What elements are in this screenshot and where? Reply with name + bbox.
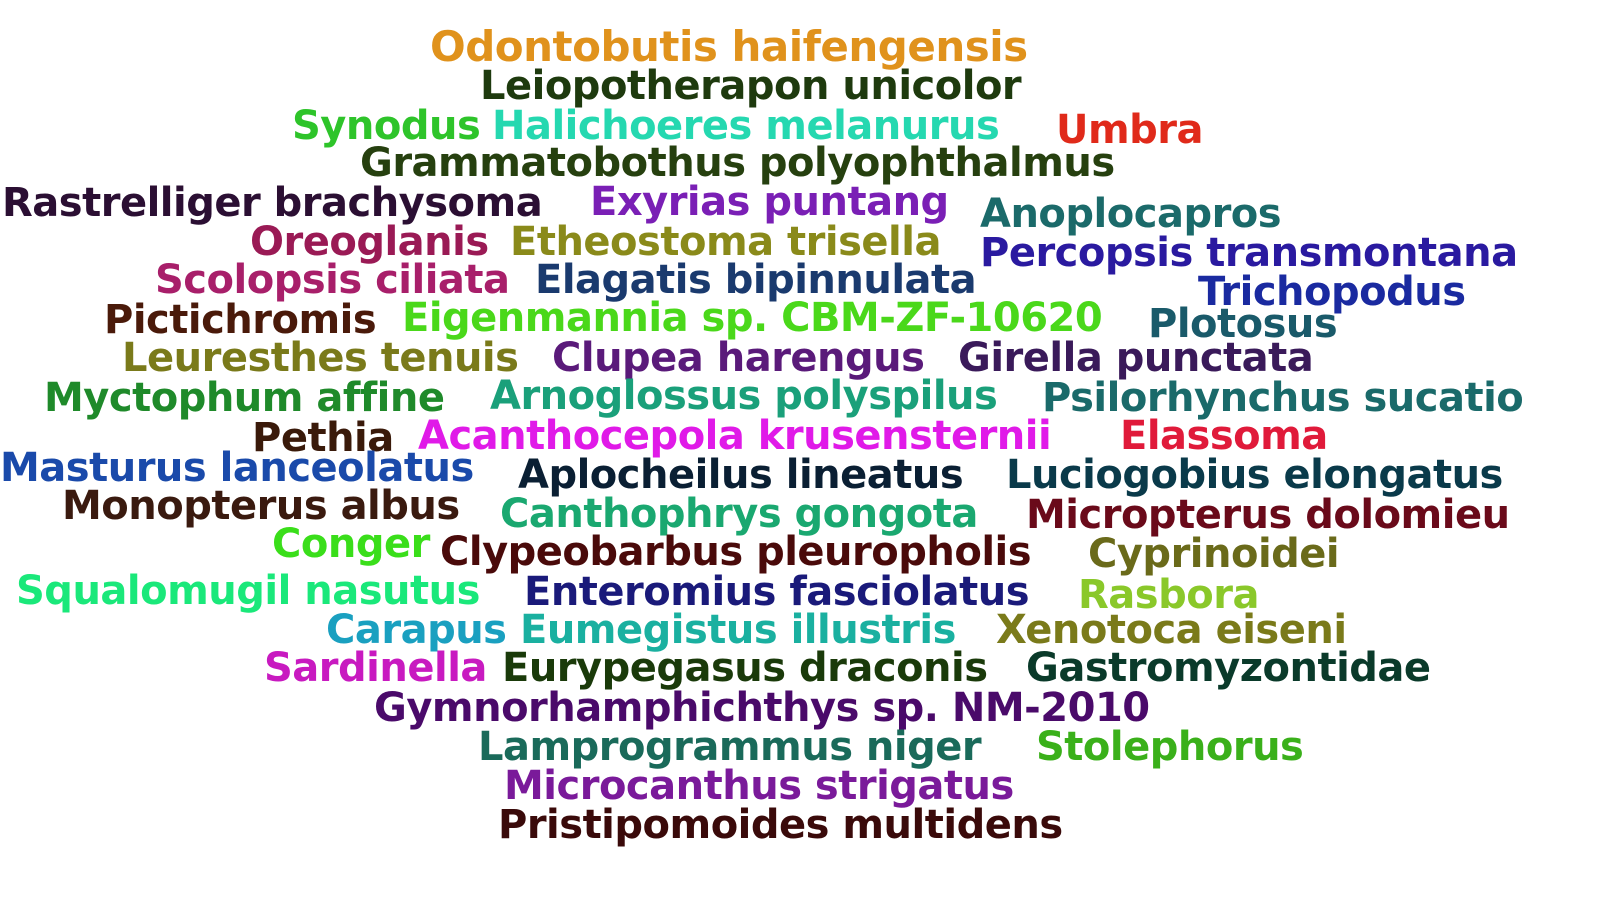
- word: Odontobutis haifengensis: [430, 22, 1028, 71]
- word: Microcanthus strigatus: [504, 763, 1014, 809]
- word: Arnoglossus polyspilus: [490, 373, 998, 419]
- word: Psilorhynchus sucatio: [1042, 375, 1524, 421]
- word: Xenotoca eiseni: [996, 607, 1347, 653]
- word: Aplocheilus lineatus: [518, 452, 964, 498]
- word: Pictichromis: [104, 297, 377, 343]
- word: Stolephorus: [1036, 724, 1304, 770]
- word: Clypeobarbus pleuropholis: [440, 529, 1032, 575]
- word: Eumegistus illustris: [520, 607, 956, 653]
- word: Rastrelliger brachysoma: [2, 180, 543, 226]
- word: Enteromius fasciolatus: [524, 569, 1030, 615]
- word: Masturus lanceolatus: [0, 445, 474, 491]
- word: Carapus: [326, 607, 507, 653]
- word: Anoplocapros: [980, 191, 1282, 237]
- word: Gymnorhamphichthys sp. NM-2010: [374, 685, 1150, 731]
- word: Oreoglanis: [250, 219, 489, 265]
- word: Elagatis bipinnulata: [535, 257, 977, 303]
- word: Leuresthes tenuis: [122, 335, 519, 381]
- word: Luciogobius elongatus: [1006, 452, 1503, 498]
- word: Canthophrys gongota: [500, 491, 978, 537]
- word: Squalomugil nasutus: [16, 568, 480, 614]
- word: Micropterus dolomieu: [1026, 492, 1510, 538]
- word: Etheostoma trisella: [510, 219, 941, 265]
- word: Grammatobothus polyophthalmus: [360, 140, 1115, 186]
- word: Conger: [272, 521, 430, 567]
- word: Rasbora: [1078, 572, 1259, 618]
- word: Monopterus albus: [62, 483, 460, 529]
- word: Umbra: [1056, 107, 1204, 153]
- word: Elassoma: [1120, 413, 1328, 459]
- word: Percopsis transmontana: [980, 230, 1518, 276]
- word: Cyprinoidei: [1088, 531, 1340, 577]
- word: Exyrias puntang: [590, 179, 949, 225]
- word: Scolopsis ciliata: [155, 257, 510, 303]
- word: Gastromyzontidae: [1026, 645, 1431, 691]
- word: Pristipomoides multidens: [498, 802, 1063, 848]
- word: Lamprogrammus niger: [478, 724, 982, 770]
- word: Girella punctata: [958, 335, 1314, 381]
- word: Pethia: [252, 415, 394, 461]
- word: Eigenmannia sp. CBM-ZF-10620: [402, 295, 1103, 341]
- word: Leiopotherapon unicolor: [480, 63, 1022, 109]
- word: Trichopodus: [1198, 269, 1466, 315]
- word: Halichoeres melanurus: [492, 103, 1000, 149]
- word: Eurypegasus draconis: [502, 645, 988, 691]
- word: Clupea harengus: [552, 335, 925, 381]
- word: Acanthocepola krusensternii: [418, 413, 1052, 459]
- word: Sardinella: [264, 645, 487, 691]
- word: Synodus: [292, 103, 481, 149]
- word: Plotosus: [1148, 301, 1338, 347]
- word: Myctophum affine: [44, 375, 445, 421]
